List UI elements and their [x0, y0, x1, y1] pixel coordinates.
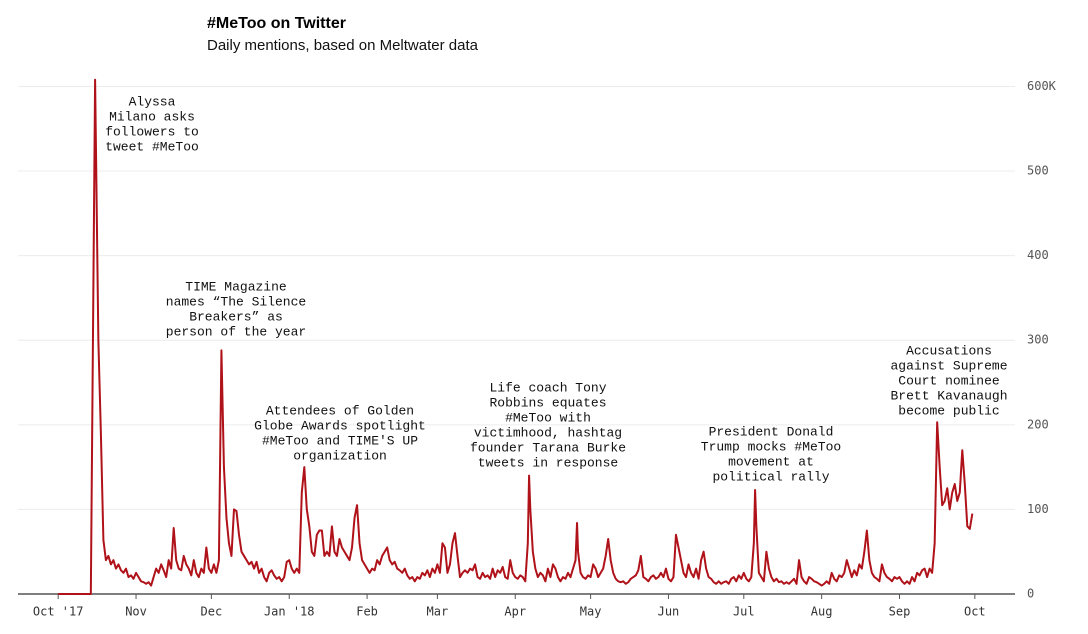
annotation: tweet #MeToo: [105, 139, 199, 154]
annotation: Breakers” as: [189, 309, 283, 324]
data-line: [58, 78, 974, 595]
annotation: Trump mocks #MeToo: [701, 439, 841, 454]
annotation: Life coach Tony: [489, 380, 606, 395]
annotation: Globe Awards spotlight: [254, 418, 426, 433]
x-tick-label: Mar: [427, 605, 449, 619]
chart-subtitle: Daily mentions, based on Meltwater data: [207, 37, 479, 54]
annotation: #MeToo with: [505, 410, 591, 425]
annotation: names “The Silence: [166, 294, 306, 309]
x-tick-label: Jun: [658, 605, 680, 619]
annotation: become public: [898, 403, 999, 418]
x-tick-label: Nov: [125, 605, 147, 619]
annotation: President Donald: [709, 424, 834, 439]
annotation: Robbins equates: [489, 395, 606, 410]
y-tick-label: 400: [1027, 248, 1049, 262]
y-tick-label: 500: [1027, 164, 1049, 178]
annotation: Alyssa: [129, 94, 176, 109]
annotation: TIME Magazine: [185, 279, 286, 294]
x-tick-label: Dec: [201, 605, 223, 619]
annotation: against Supreme: [890, 358, 1007, 373]
x-tick-label: Aug: [811, 605, 833, 619]
y-tick-label: 300: [1027, 333, 1049, 347]
annotation: tweets in response: [478, 455, 618, 470]
y-tick-label: 200: [1027, 417, 1049, 431]
annotation: #MeToo and TIME'S UP: [262, 433, 418, 448]
annotation: Court nominee: [898, 373, 999, 388]
annotation: Brett Kavanaugh: [890, 388, 1007, 403]
y-tick-label: 600K: [1027, 79, 1057, 93]
annotation: organization: [293, 448, 387, 463]
x-tick-label: Apr: [504, 605, 526, 619]
annotation: Attendees of Golden: [266, 403, 414, 418]
annotation: founder Tarana Burke: [470, 440, 626, 455]
x-tick-label: Jul: [733, 605, 755, 619]
annotation: political rally: [712, 469, 829, 484]
x-tick-label: Oct: [964, 605, 986, 619]
x-tick-label: Jan '18: [264, 605, 315, 619]
annotation: Milano asks: [109, 109, 195, 124]
y-tick-label: 0: [1027, 587, 1034, 601]
annotation: victimhood, hashtag: [474, 425, 622, 440]
chart-title: #MeToo on Twitter: [207, 15, 346, 32]
annotation: movement at: [728, 454, 814, 469]
annotation: followers to: [105, 124, 199, 139]
x-tick-label: Feb: [356, 605, 378, 619]
x-tick-label: May: [580, 605, 602, 619]
x-tick-label: Oct '17: [33, 605, 84, 619]
y-tick-label: 100: [1027, 502, 1049, 516]
x-tick-label: Sep: [889, 605, 911, 619]
annotation: Accusations: [906, 343, 992, 358]
annotation: person of the year: [166, 324, 306, 339]
